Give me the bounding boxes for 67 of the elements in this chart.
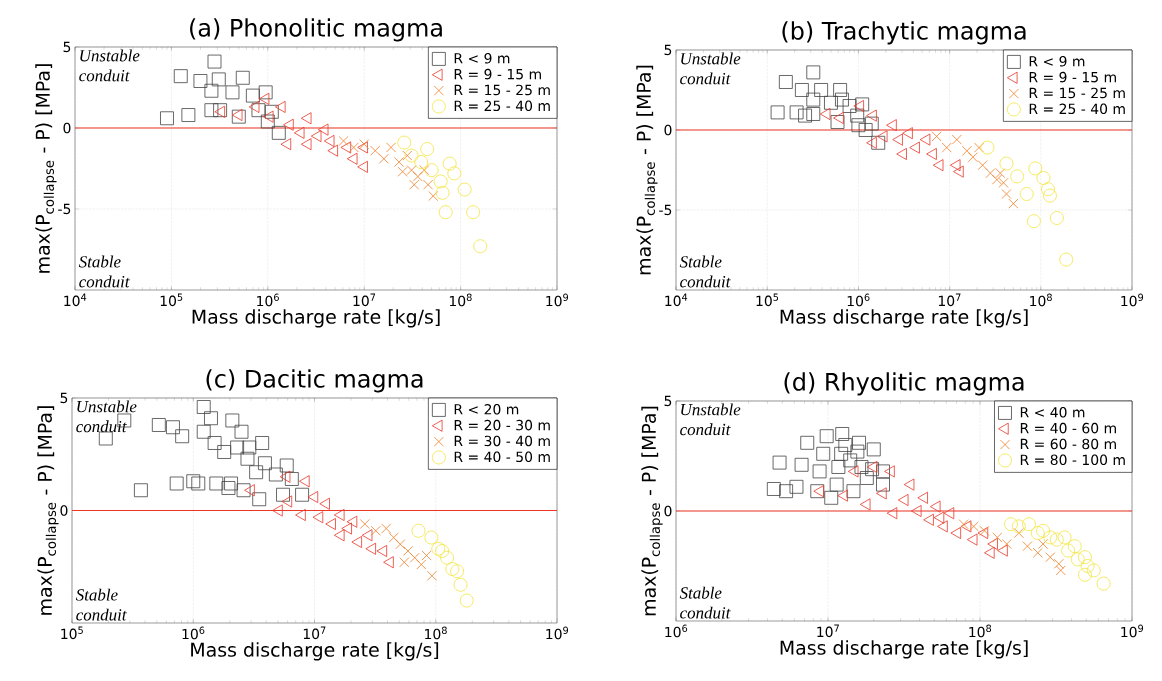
chart-title: (c) Dacitic magma [206,369,423,393]
annotation: Unstable conduit [680,403,741,436]
y-tick-label: 5 [664,395,672,407]
y-tick-label: 0 [60,505,68,516]
y-tick-label: -5 [58,203,71,215]
y-axis-title: max(P$_{collapse}$ - P) [MPa] [636,65,658,275]
y-tick-label: 0 [664,505,672,517]
x-tick-label: 10$^{9}$ [1121,293,1144,307]
legend-label: R = 25 - 40 m [1029,103,1125,115]
y-axis-title: max(P$_{collapse}$ - P) [MPa] [37,406,59,615]
legend-label: R < 9 m [454,52,510,64]
annotation: Unstable conduit [680,52,741,85]
x-tick-label: 10$^{8}$ [969,624,992,638]
x-tick-label: 10$^{6}$ [182,626,205,640]
x-tick-label: 10$^{5}$ [61,626,83,640]
x-tick-label: 10$^{6}$ [665,624,688,638]
y-axis-title: max(P$_{collapse}$ - P) [MPa] [641,406,663,616]
y-tick-label: 0 [664,124,672,136]
legend-label: R = 9 - 15 m [454,68,541,80]
x-tick-label: 10$^{9}$ [546,293,569,307]
chart-title: (b) Trachytic magma [782,21,1026,45]
x-tick-label: 10$^{9}$ [1121,624,1144,638]
legend-label: R = 9 - 15 m [1029,71,1116,83]
x-tick-label: 10$^{8}$ [1030,293,1052,307]
legend-label: R = 15 - 25 m [454,84,550,96]
y-tick-label: 5 [664,44,672,56]
chart-title: (d) Rhyolitic magma [784,372,1024,396]
x-axis-title: Mass discharge rate [kg/s] [192,309,440,328]
legend-label: R = 40 - 60 m [1020,422,1116,434]
legend-label: R < 20 m [454,403,519,415]
chart-title: (a) Phonolitic magma [190,18,442,42]
legend-label: R = 40 - 50 m [454,451,550,463]
annotation: Unstable conduit [76,400,137,433]
y-tick-label: 5 [63,41,71,53]
x-axis-title: Mass discharge rate [kg/s] [780,640,1028,659]
annotation: Unstable conduit [79,49,140,82]
annotation: Stable conduit [679,586,731,619]
y-tick-label: 5 [60,392,68,404]
y-tick-label: 0 [63,122,71,134]
x-tick-label: 10$^{8}$ [425,626,447,640]
legend-label: R = 20 - 30 m [454,419,550,431]
x-tick-label: 10$^{7}$ [938,293,961,307]
x-axis-title: Mass discharge rate [kg/s] [191,642,439,661]
x-tick-label: 10$^{5}$ [160,293,183,307]
y-tick-label: -5 [659,204,672,216]
x-tick-label: 10$^{6}$ [257,293,279,307]
legend-label: R = 25 - 40 m [454,100,550,112]
x-axis-title: Mass discharge rate [kg/s] [780,309,1028,328]
x-tick-label: 10$^{4}$ [665,293,688,307]
x-tick-label: 10$^{6}$ [847,293,870,307]
x-tick-label: 10$^{7}$ [817,624,839,638]
legend-label: R = 30 - 40 m [454,435,550,447]
annotation: Stable conduit [679,255,731,288]
legend-label: R < 9 m [1029,55,1085,67]
legend-label: R = 80 - 100 m [1020,454,1125,466]
x-tick-label: 10$^{4}$ [64,293,87,307]
x-tick-label: 10$^{5}$ [756,293,779,307]
x-tick-label: 10$^{7}$ [353,293,376,307]
legend-label: R = 15 - 25 m [1029,87,1125,99]
x-tick-label: 10$^{7}$ [303,626,326,640]
legend-label: R < 40 m [1020,406,1085,418]
x-tick-label: 10$^{8}$ [449,293,472,307]
x-tick-label: 10$^{9}$ [546,626,569,640]
legend-label: R = 60 - 80 m [1020,438,1116,450]
annotation: Stable conduit [78,255,130,288]
annotation: Stable conduit [75,588,127,621]
y-axis-title: max(P$_{collapse}$ - P) [MPa] [35,64,57,273]
